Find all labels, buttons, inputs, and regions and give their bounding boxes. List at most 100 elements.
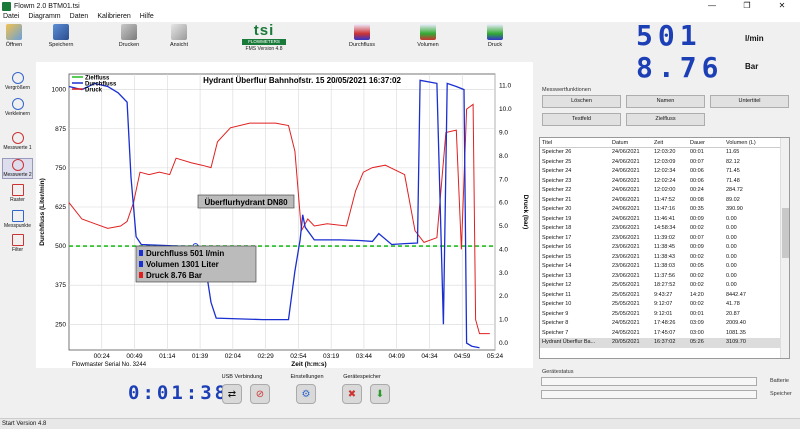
col-duration[interactable]: Dauer bbox=[690, 140, 705, 146]
table-cell: 11:38:03 bbox=[654, 263, 676, 269]
table-row[interactable]: Speicher 19 24/06/2021 11:46:41 00:09 0.00 bbox=[540, 215, 789, 225]
table-cell: 23/06/2021 bbox=[612, 253, 640, 260]
table-cell: 25/05/2021 bbox=[612, 301, 640, 307]
table-cell: 24/06/2021 bbox=[612, 215, 640, 222]
table-cell: 24/06/2021 bbox=[612, 206, 640, 212]
menu-file[interactable]: Datei bbox=[3, 13, 20, 20]
table-cell: 9:12:07 bbox=[654, 301, 673, 307]
table-row[interactable]: Speicher 21 24/06/2021 11:47:52 00:08 89.02 bbox=[540, 196, 789, 206]
table-cell: 23/06/2021 bbox=[612, 263, 640, 269]
settings-button[interactable]: ⚙ bbox=[296, 384, 316, 404]
table-row[interactable]: Speicher 10 25/05/2021 9:12:07 00:02 41.78 bbox=[540, 300, 789, 310]
col-time[interactable]: Zeit bbox=[654, 140, 664, 146]
menu-data[interactable]: Daten bbox=[69, 13, 89, 20]
print-button[interactable]: Drucken bbox=[112, 24, 146, 48]
table-row[interactable]: Speicher 11 25/05/2021 9:43:27 14:20 8442.47 bbox=[540, 291, 789, 301]
delete-icon: ✖ bbox=[347, 388, 357, 400]
table-cell: 00:02 bbox=[690, 301, 704, 307]
measure1-button[interactable]: Messwerte 1 bbox=[2, 132, 33, 151]
download-button[interactable]: ⬇ bbox=[370, 384, 390, 404]
memory-table[interactable]: Titel Datum Zeit Dauer Volumen (L) Speic… bbox=[539, 137, 790, 359]
y-left-tick-label: 500 bbox=[55, 243, 66, 250]
title-bar: Flowm 2.0 BTM01.tsi bbox=[0, 0, 800, 12]
table-row[interactable]: Speicher 20 24/06/2021 11:47:16 00:35 390.90 bbox=[540, 205, 789, 215]
delete-memory-button[interactable]: ✖ bbox=[342, 384, 362, 404]
x-tick-label: 04:34 bbox=[421, 353, 438, 360]
table-row[interactable]: Speicher 13 23/06/2021 11:37:56 00:02 0.00 bbox=[540, 272, 789, 282]
minimize-button[interactable]: — bbox=[708, 1, 716, 10]
table-row[interactable]: Speicher 9 25/05/2021 9:12:01 00:01 20.87 bbox=[540, 310, 789, 320]
textfield-button[interactable]: Testfeld bbox=[542, 113, 621, 126]
save-button[interactable]: Speichern bbox=[44, 24, 78, 48]
logo-sub: FLOWMETERS bbox=[242, 39, 286, 45]
table-row[interactable]: Speicher 7 24/05/2021 17:45:07 03:00 1081.35 bbox=[540, 329, 789, 339]
grid-button[interactable]: Raster bbox=[2, 184, 33, 203]
scroll-thumb[interactable] bbox=[782, 208, 789, 258]
table-cell: 0.00 bbox=[726, 225, 737, 231]
x-axis-label: Zeit (h:m:s) bbox=[291, 361, 326, 368]
table-cell: 00:05 bbox=[690, 263, 704, 269]
open-button[interactable]: Öffnen bbox=[0, 24, 31, 48]
table-cell: 24/06/2021 bbox=[612, 196, 640, 203]
table-row[interactable]: Speicher 23 24/06/2021 12:02:24 00:06 71.48 bbox=[540, 177, 789, 187]
table-cell: 16:37:02 bbox=[654, 339, 676, 345]
logo-brand: tsi bbox=[253, 22, 275, 39]
flow-view-button[interactable]: Durchfluss bbox=[345, 24, 379, 48]
chart-area[interactable]: 250 375 500 625 750 875 1000 0.0 1.0 2.0 3.0 4.0 5.0… bbox=[36, 62, 533, 368]
filter-button[interactable]: Filter bbox=[2, 234, 33, 253]
table-row[interactable]: Speicher 8 24/05/2021 17:48:26 03:09 2009.40 bbox=[540, 319, 789, 329]
table-row[interactable]: Speicher 25 24/06/2021 12:03:09 00:07 82.12 bbox=[540, 158, 789, 168]
table-row[interactable]: Speicher 22 24/06/2021 12:02:00 00:24 284.72 bbox=[540, 186, 789, 196]
table-row[interactable]: Speicher 18 23/06/2021 14:58:34 00:02 0.00 bbox=[540, 224, 789, 234]
usb-connect-button[interactable]: ⇄ bbox=[222, 384, 242, 404]
crosshair-icon bbox=[11, 159, 24, 171]
zoom-out-icon bbox=[11, 98, 24, 110]
table-cell: 9:12:01 bbox=[654, 310, 673, 317]
table-cell: 71.48 bbox=[726, 177, 740, 184]
table-row[interactable]: Speicher 26 24/06/2021 12:03:20 00:01 11.65 bbox=[540, 148, 789, 158]
close-button[interactable]: ✕ bbox=[778, 1, 786, 10]
taskbar[interactable]: Start Version 4.8 bbox=[0, 418, 800, 429]
legend-label: Durchfluss bbox=[85, 82, 117, 88]
names-button[interactable]: Namen bbox=[626, 95, 705, 108]
menu-chart[interactable]: Diagramm bbox=[28, 13, 61, 20]
y-right-tick-label: 4.0 bbox=[499, 246, 508, 253]
points-button[interactable]: Messpunkte bbox=[2, 210, 33, 229]
volume-view-button[interactable]: Volumen bbox=[411, 24, 445, 48]
restore-button[interactable]: ❐ bbox=[743, 1, 751, 10]
zoom-in-button[interactable]: Vergrößern bbox=[2, 72, 33, 91]
menu-help[interactable]: Hilfe bbox=[139, 13, 154, 20]
menu-calibrate[interactable]: Kalibrieren bbox=[97, 13, 131, 20]
table-cell: 0.00 bbox=[726, 263, 737, 269]
table-header: Titel Datum Zeit Dauer Volumen (L) bbox=[540, 138, 789, 148]
pressure-view-button[interactable]: Druck bbox=[478, 24, 512, 48]
table-cell: 23/06/2021 bbox=[612, 234, 640, 241]
y-left-tick-label: 750 bbox=[55, 165, 66, 172]
table-row[interactable]: Speicher 15 23/06/2021 11:38:43 00:02 0.00 bbox=[540, 253, 789, 263]
view-button[interactable]: Ansicht bbox=[162, 24, 196, 48]
zoom-out-button[interactable]: Verkleinern bbox=[2, 98, 33, 117]
table-cell: 20.87 bbox=[726, 310, 740, 317]
table-cell: 24/06/2021 bbox=[612, 168, 640, 174]
table-row[interactable]: Speicher 16 23/06/2021 11:38:45 00:09 0.00 bbox=[540, 243, 789, 253]
col-date[interactable]: Datum bbox=[612, 140, 629, 146]
table-row[interactable]: Speicher 17 23/06/2021 11:39:02 00:07 0.00 bbox=[540, 234, 789, 244]
x-tick-label: 03:44 bbox=[356, 353, 373, 360]
y-right-tick-label: 10.0 bbox=[499, 106, 512, 113]
table-row[interactable]: Speicher 12 25/05/2021 18:27:52 00:02 0.00 bbox=[540, 281, 789, 291]
target-flow-button[interactable]: Zielfluss bbox=[626, 113, 705, 126]
subtitle-button[interactable]: Untertitel bbox=[710, 95, 789, 108]
legend-label: Zielfluss bbox=[85, 76, 110, 82]
table-scrollbar[interactable] bbox=[780, 138, 789, 358]
table-row[interactable]: Speicher 24 24/06/2021 12:02:34 00:06 71.45 bbox=[540, 167, 789, 177]
table-cell: 24/06/2021 bbox=[612, 177, 640, 184]
measure2-button[interactable]: Messwerte 2 bbox=[2, 158, 33, 179]
col-volume[interactable]: Volumen (L) bbox=[726, 140, 756, 146]
table-row[interactable]: Hydrant Überflur Ba... 20/05/2021 16:37:02… bbox=[540, 338, 789, 348]
table-cell: 23/06/2021 bbox=[612, 272, 640, 279]
delete-button[interactable]: Löschen bbox=[542, 95, 621, 108]
table-row[interactable]: Speicher 14 23/06/2021 11:38:03 00:05 0.00 bbox=[540, 262, 789, 272]
usb-disconnect-button[interactable]: ⊘ bbox=[250, 384, 270, 404]
table-cell: Speicher 11 bbox=[542, 291, 571, 298]
col-title[interactable]: Titel bbox=[542, 140, 553, 146]
